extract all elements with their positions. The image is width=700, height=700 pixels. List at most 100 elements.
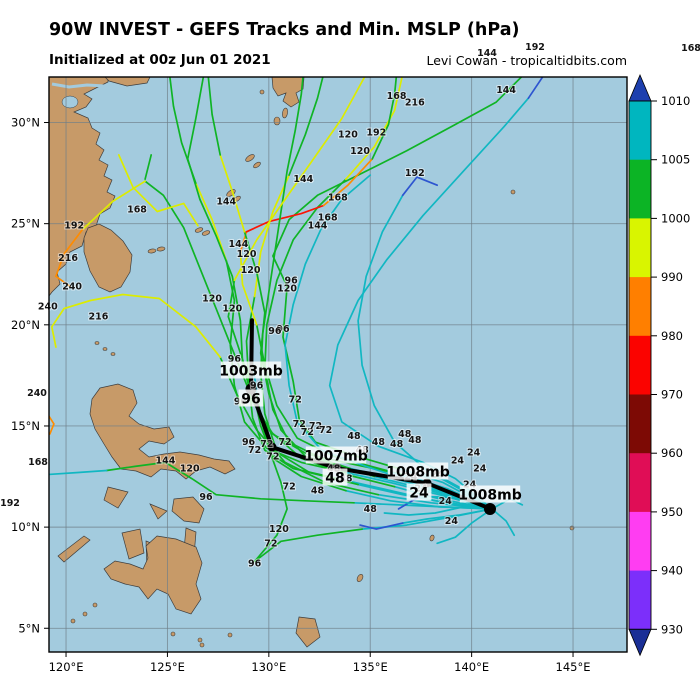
colorbar: 1010 1005 1000 990 980 970 960 950 940 930 [628,73,690,657]
islet [82,611,88,617]
hour-label: 168 [328,192,348,203]
colorbar-tick-label: 1000 [661,211,690,225]
hour-label: 96 [199,492,213,503]
track-segment [272,77,523,470]
hour-label: 144 [477,48,497,59]
hour-label: 96 [242,437,256,448]
track-segment [345,489,493,510]
mean-track-dot [267,442,277,452]
hour-label: 24 [451,455,465,466]
land-polygon [271,77,305,108]
colorbar-tick-label: 960 [661,446,683,460]
hour-label: 120 [277,283,297,294]
track-segment [371,77,398,160]
hour-label: 72 [293,419,306,430]
mean-label-text: 96 [241,392,260,408]
land-polygon [89,383,236,480]
colorbar-tick-label: 940 [661,564,683,578]
hour-label: 144 [216,196,236,207]
track-segment [401,508,493,524]
land-layer [49,77,575,648]
islet [226,189,236,197]
hour-label: 168 [318,213,338,224]
hour-label: 120 [202,294,222,305]
track-segment [49,469,108,476]
hour-label: 48 [390,439,404,450]
hour-label: 144 [155,455,175,466]
hour-label: 96 [276,324,290,335]
islet [273,116,281,126]
islet [170,631,176,637]
track-segment [491,508,516,537]
mean-label-text: 1008mb [386,465,450,481]
hour-label: 192 [366,128,386,139]
mean-label-text: 1003mb [219,364,283,380]
track-segment [55,228,84,288]
hour-label: 216 [405,97,425,108]
colorbar-segment [629,277,651,337]
track-segment [117,154,199,227]
hour-label: 72 [289,395,302,406]
hour-label: 24 [467,447,481,458]
hour-label: 168 [127,205,147,216]
hour-label: 24 [439,496,453,507]
hour-label: 24 [473,463,487,474]
hour-label: 168 [28,457,48,468]
hour-label: 144 [496,85,516,96]
colorbar-tick-label: 980 [661,329,683,343]
y-tick-label: 15°N [11,419,40,433]
islet [245,154,255,162]
hour-label: 120 [241,265,261,276]
islet [510,189,516,195]
track-segment [345,77,403,181]
track-segment [359,522,404,530]
hour-label: 48 [398,429,412,440]
colorbar-tick-label: 950 [661,505,683,519]
x-tick-label: 140°E [454,660,489,674]
x-tick-label: 135°E [353,660,388,674]
colorbar-tick-label: 970 [661,388,683,402]
track-segment [288,77,324,176]
mean-label-box [406,483,432,501]
hour-label: 72 [248,445,261,456]
map-border [48,76,628,653]
colorbar-segment [629,453,651,513]
hour-label: 72 [301,427,314,438]
colorbar-segment [629,101,651,161]
hour-label: 96 [250,381,264,392]
track-segment [219,154,246,233]
hour-label: 48 [311,486,325,497]
y-tick-label: 5°N [18,621,40,635]
hour-label: 192 [0,498,20,509]
colorbar-segment [629,335,651,395]
islet [201,230,211,236]
colorbar-segment [629,159,651,219]
hour-label: 192 [64,221,84,232]
islet [156,246,166,252]
islet [147,248,157,254]
islet [110,352,116,356]
hour-label: 48 [408,435,422,446]
mean-label-box [459,485,521,503]
track-segment [401,176,439,197]
track-segment [207,77,222,156]
hour-label: 96 [285,275,299,286]
islet [227,632,233,638]
colorbar-tick-label: 1010 [661,94,690,108]
colorbar-arrow-up [628,73,652,102]
land-polygon [103,486,129,509]
land-polygon [295,616,321,648]
colorbar-tick-label: 1005 [661,153,690,167]
hour-label: 48 [347,431,361,442]
colorbar-arrow-down [628,628,652,657]
mean-label-text: 48 [325,471,344,487]
x-tick-label: 125°E [150,660,185,674]
hour-label: 168 [387,91,407,102]
islet [94,341,100,345]
ocean [49,77,627,652]
track-segment [49,415,55,435]
x-tick-label: 120°E [49,660,84,674]
hour-label: 120 [338,130,358,141]
colorbar-segment [629,511,651,572]
track-segment [527,77,544,100]
